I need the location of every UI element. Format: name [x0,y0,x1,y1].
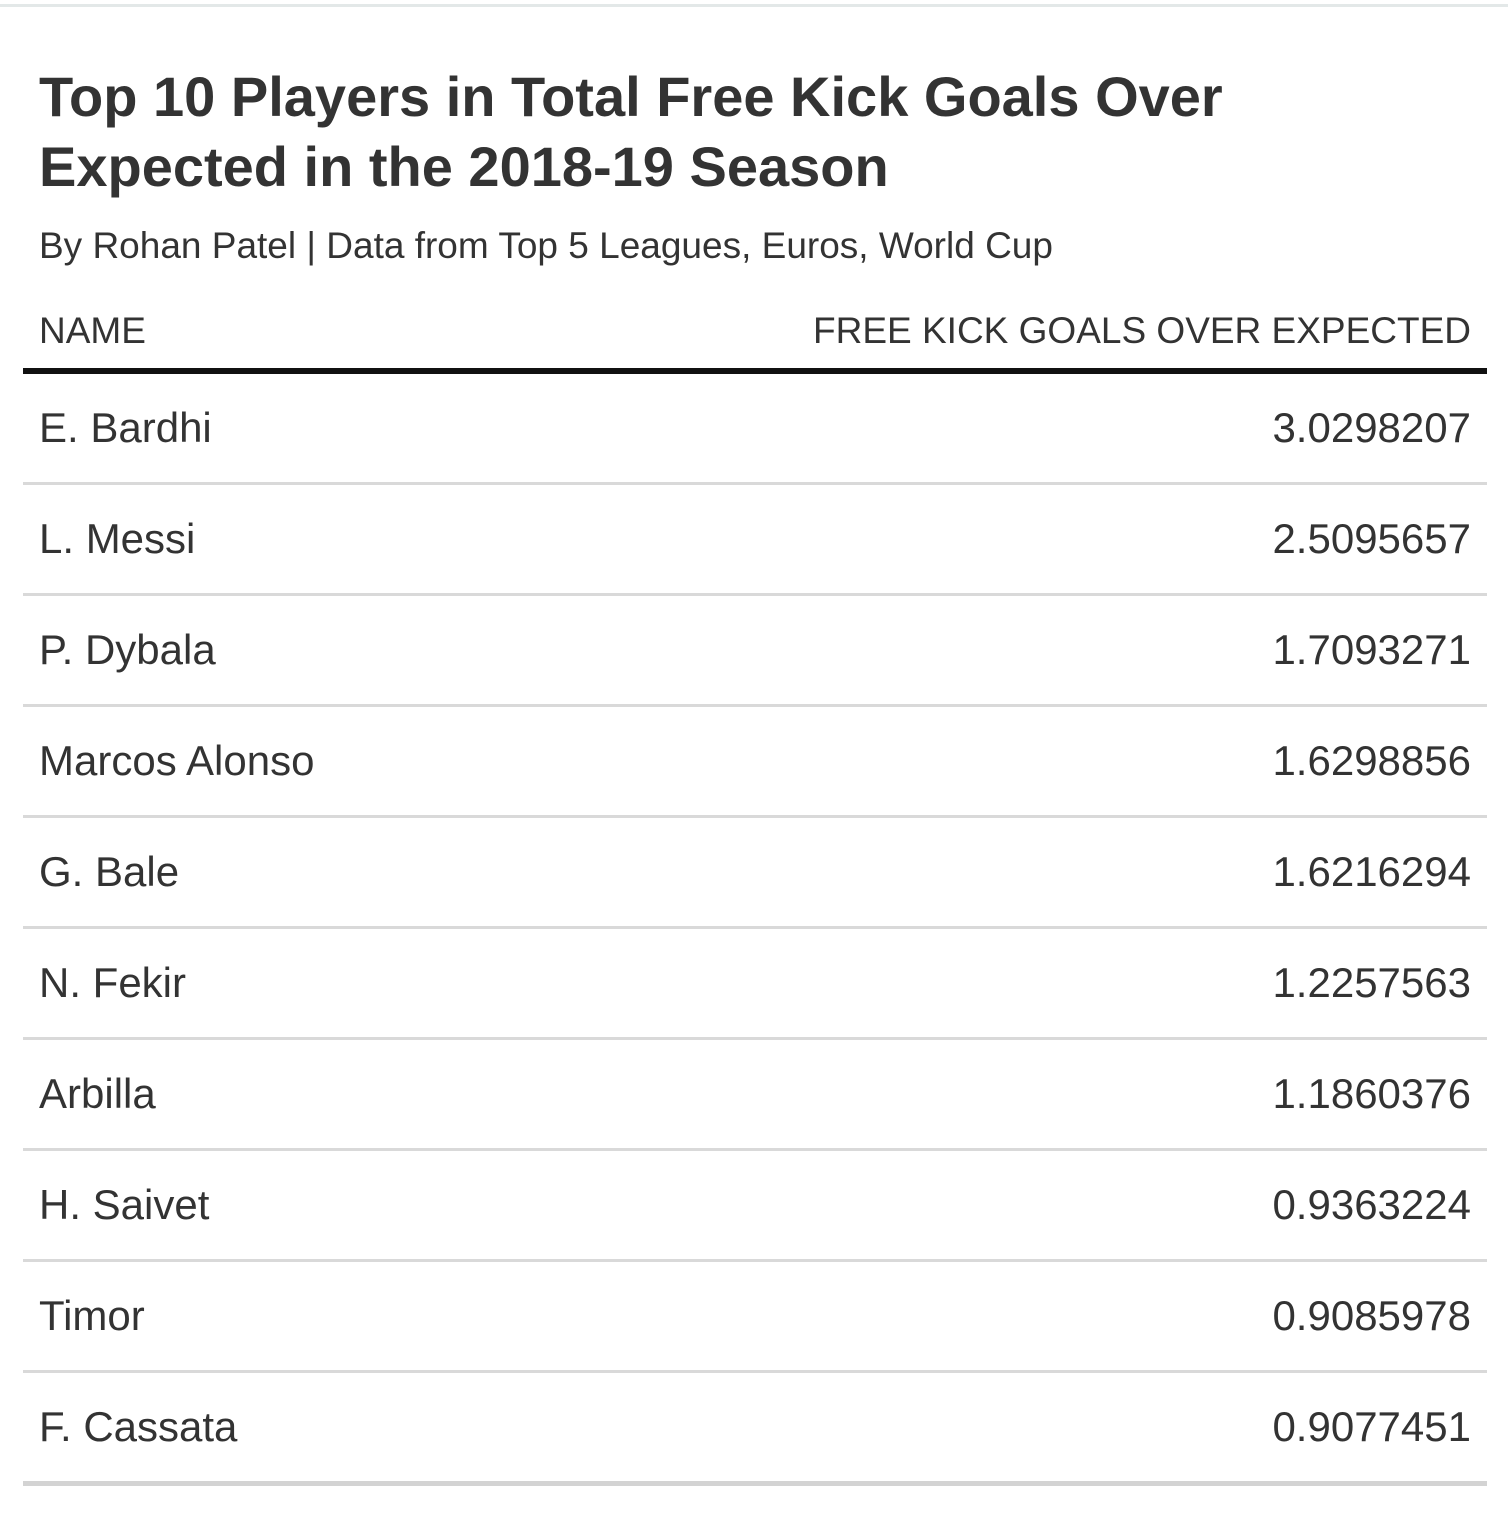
player-name-cell: Marcos Alonso [23,705,755,818]
table-row: E. Bardhi 3.0298207 [23,371,1487,485]
table-row: F. Cassata 0.9077451 [23,1371,1487,1486]
player-name-cell: Arbilla [23,1038,755,1151]
table-row: H. Saivet 0.9363224 [23,1149,1487,1262]
column-header-value: FREE KICK GOALS OVER EXPECTED [755,294,1487,374]
table-row: N. Fekir 1.2257563 [23,927,1487,1040]
value-cell: 1.7093271 [755,594,1487,707]
table-row: Arbilla 1.1860376 [23,1038,1487,1151]
value-cell: 0.9077451 [755,1371,1487,1486]
top-divider [0,4,1508,7]
table-body: E. Bardhi 3.0298207 L. Messi 2.5095657 P… [23,371,1487,1486]
player-name-cell: Timor [23,1260,755,1373]
player-name-cell: N. Fekir [23,927,755,1040]
data-table: NAME FREE KICK GOALS OVER EXPECTED E. Ba… [23,294,1487,1486]
player-name-cell: F. Cassata [23,1371,755,1486]
chart-subtitle: By Rohan Patel | Data from Top 5 Leagues… [39,225,1053,266]
value-cell: 2.5095657 [755,483,1487,596]
value-cell: 1.2257563 [755,927,1487,1040]
value-cell: 0.9085978 [755,1260,1487,1373]
player-name-cell: P. Dybala [23,594,755,707]
player-name-cell: H. Saivet [23,1149,755,1262]
table-row: Marcos Alonso 1.6298856 [23,705,1487,818]
player-name-cell: L. Messi [23,483,755,596]
value-cell: 3.0298207 [755,371,1487,485]
chart-title: Top 10 Players in Total Free Kick Goals … [39,65,1223,198]
player-name-cell: G. Bale [23,816,755,929]
column-header-name: NAME [23,294,755,374]
value-cell: 1.6298856 [755,705,1487,818]
table-row: L. Messi 2.5095657 [23,483,1487,596]
table-row: G. Bale 1.6216294 [23,816,1487,929]
header-row: NAME FREE KICK GOALS OVER EXPECTED [23,294,1487,374]
table-row: Timor 0.9085978 [23,1260,1487,1373]
value-cell: 0.9363224 [755,1149,1487,1262]
value-cell: 1.1860376 [755,1038,1487,1151]
value-cell: 1.6216294 [755,816,1487,929]
player-name-cell: E. Bardhi [23,371,755,485]
table-row: P. Dybala 1.7093271 [23,594,1487,707]
